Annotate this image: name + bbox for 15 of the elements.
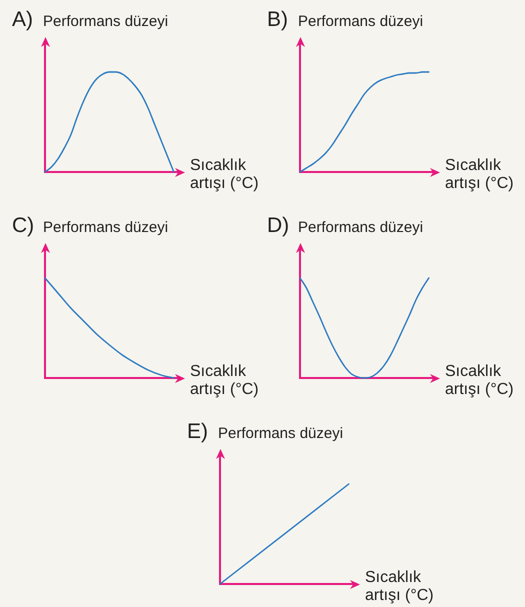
- x-axis-title: Sıcaklık artışı (°C): [365, 569, 435, 605]
- chart-title: C): [12, 214, 34, 238]
- y-axis-title: Performans düzeyi: [43, 219, 168, 237]
- chart-title: B): [267, 8, 288, 32]
- x-axis-title: Sıcaklık artışı (°C): [445, 157, 515, 193]
- y-axis-title: Performans düzeyi: [298, 13, 424, 31]
- chart-title: E): [187, 420, 208, 444]
- x-axis-title: Sıcaklık artışı (°C): [190, 157, 260, 193]
- x-axis-title: Sıcaklık artışı (°C): [190, 363, 260, 399]
- y-axis-title: Performans düzeyi: [43, 13, 168, 31]
- x-axis-title: Sıcaklık artışı (°C): [445, 363, 515, 399]
- y-axis-title: Performans düzeyi: [298, 219, 424, 237]
- chart-title: D): [267, 214, 290, 238]
- chart-title: A): [12, 8, 33, 32]
- y-axis-title: Performans düzeyi: [218, 425, 344, 443]
